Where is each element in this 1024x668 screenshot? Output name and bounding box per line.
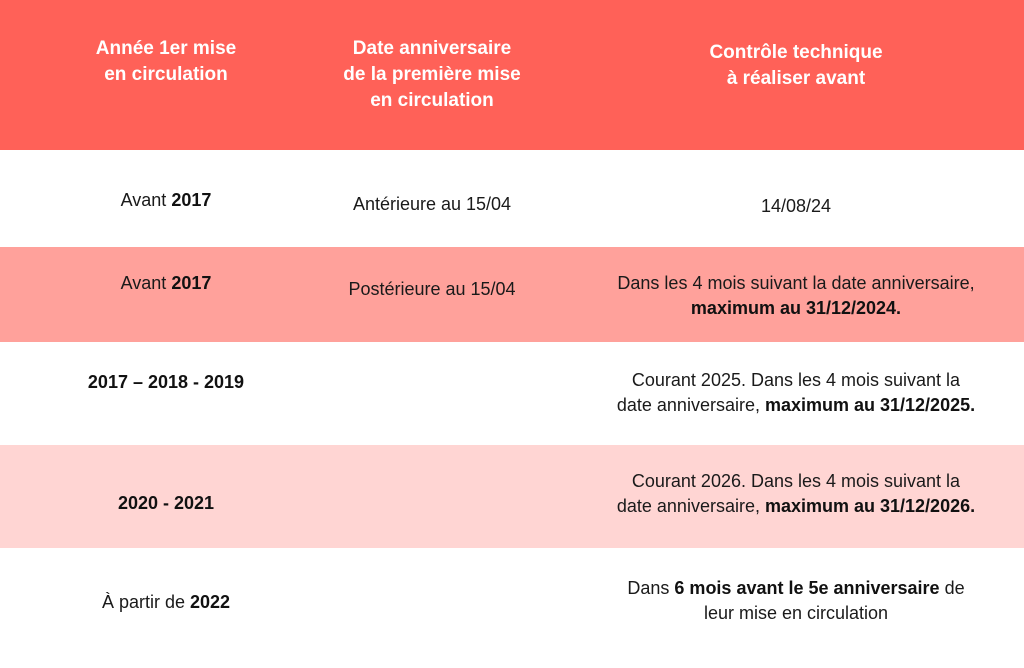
table-row: Avant 2017 Antérieure au 15/04 14/08/24 (0, 150, 1024, 247)
year-prefix: À partir de (101, 592, 190, 612)
year-cell: 2017 – 2018 - 2019 (0, 342, 332, 445)
header-cell-control: Contrôle technique à réaliser avant (568, 0, 1024, 150)
header-cell-year: Année 1er mise en circulation (0, 0, 332, 150)
date-cell: Antérieure au 15/04 (266, 150, 598, 247)
table-header: Année 1er mise en circulation Date anniv… (0, 0, 1024, 150)
header-control-line-1: Contrôle technique (709, 42, 883, 63)
header-date-line-1: Date anniversaire (352, 38, 512, 59)
year-value: 2022 (190, 592, 231, 612)
year-prefix: Avant (120, 190, 172, 210)
header-year-line-2: en circulation (104, 64, 228, 85)
year-cell: Avant 2017 (0, 150, 332, 247)
header-date-line-2: de la première mise (343, 64, 521, 85)
control-cell: Dans les 4 mois suivant la date annivers… (568, 247, 1024, 342)
control-deadline: maximum au 31/12/2024. (690, 298, 902, 318)
table-row: À partir de 2022 Dans 6 mois avant le 5e… (0, 548, 1024, 668)
year-prefix: Avant (120, 273, 172, 293)
table-row: 2017 – 2018 - 2019 Courant 2025. Dans le… (0, 342, 1024, 445)
table-row: Avant 2017 Postérieure au 15/04 Dans les… (0, 247, 1024, 342)
year-cell: 2020 - 2021 (0, 445, 332, 548)
control-line-2: date anniversaire, (616, 496, 765, 516)
control-cell: Dans 6 mois avant le 5e anniversaire de … (568, 548, 1024, 668)
control-cell: Courant 2026. Dans les 4 mois suivant la… (568, 445, 1024, 548)
year-cell: À partir de 2022 (0, 548, 332, 668)
control-deadline: maximum au 31/12/2025. (764, 395, 976, 415)
header-year-line-1: Année 1er mise (95, 38, 237, 59)
control-deadline: maximum au 31/12/2026. (764, 496, 976, 516)
date-cell (266, 342, 598, 445)
header-cell-date: Date anniversaire de la première mise en… (266, 0, 598, 150)
control-value: 14/08/24 (760, 196, 832, 216)
date-cell (266, 445, 598, 548)
date-value: Antérieure au 15/04 (352, 194, 512, 214)
date-value: Postérieure au 15/04 (348, 279, 516, 299)
year-value: 2020 - 2021 (117, 493, 215, 513)
control-post: de (939, 578, 965, 598)
control-cell: Courant 2025. Dans les 4 mois suivant la… (568, 342, 1024, 445)
header-control-line-2: à réaliser avant (726, 68, 866, 89)
date-cell: Postérieure au 15/04 (266, 247, 598, 342)
control-line-1: Courant 2026. Dans les 4 mois suivant la (631, 471, 961, 491)
year-value: 2017 – 2018 - 2019 (87, 372, 245, 392)
year-value: 2017 (171, 273, 212, 293)
control-cell: 14/08/24 (568, 150, 1024, 247)
control-emphasis: 6 mois avant le 5e anniversaire (674, 578, 940, 598)
header-date-line-3: en circulation (370, 90, 494, 111)
control-pre: Dans (627, 578, 675, 598)
date-cell (266, 548, 598, 668)
control-line-2: leur mise en circulation (703, 603, 889, 623)
control-line-1: Dans les 4 mois suivant la date annivers… (617, 273, 975, 293)
year-value: 2017 (171, 190, 212, 210)
year-cell: Avant 2017 (0, 247, 332, 342)
table-row: 2020 - 2021 Courant 2026. Dans les 4 moi… (0, 445, 1024, 548)
control-line-2: date anniversaire, (616, 395, 765, 415)
control-line-1: Courant 2025. Dans les 4 mois suivant la (631, 370, 961, 390)
